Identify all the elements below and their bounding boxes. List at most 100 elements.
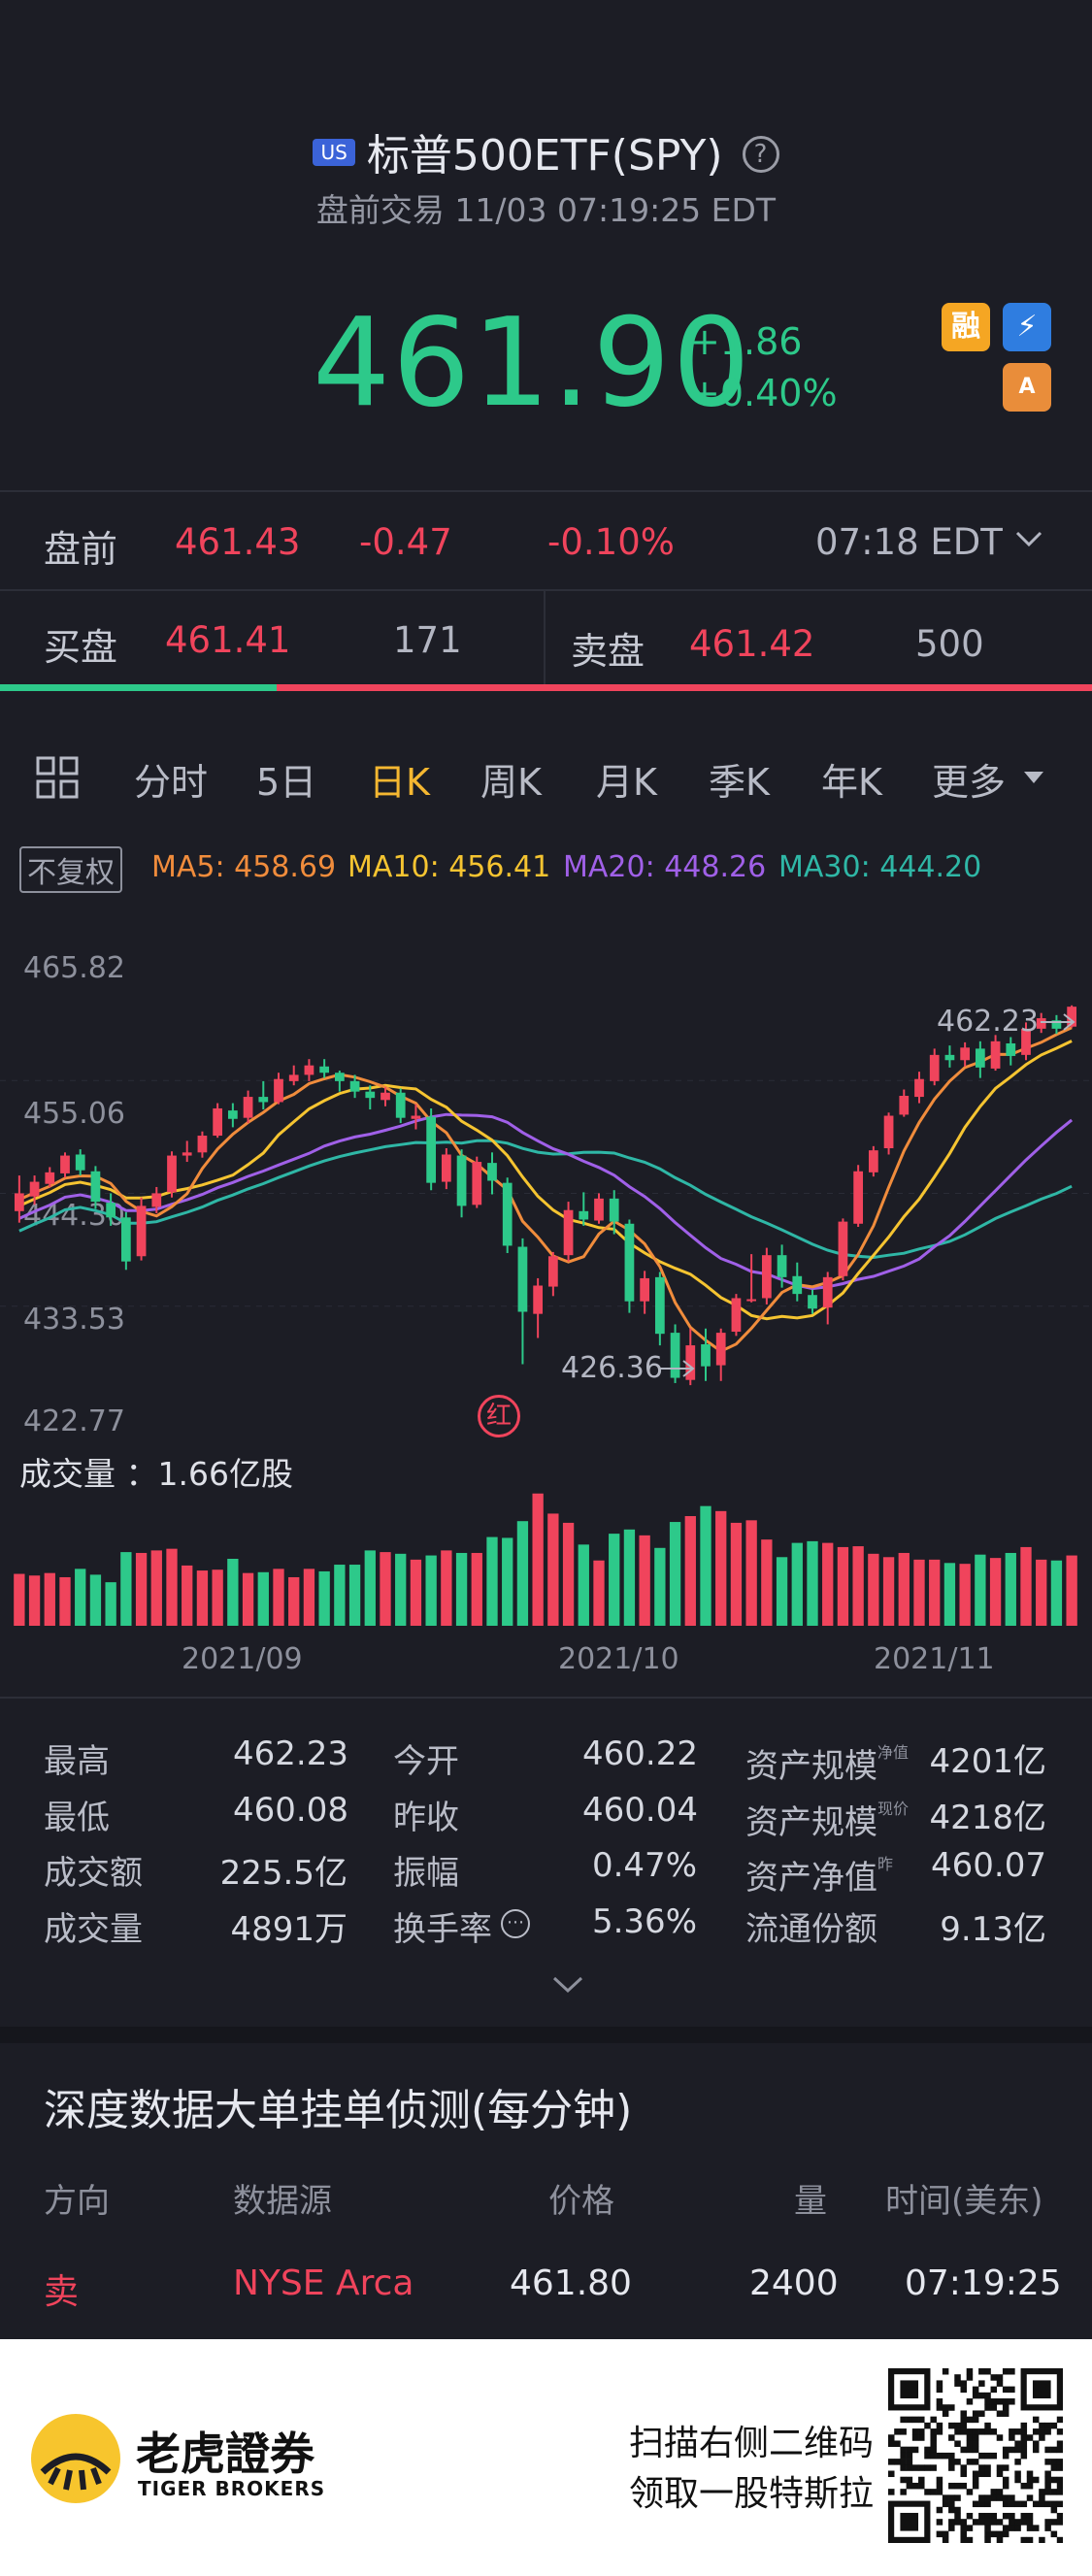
qr-module xyxy=(978,2380,985,2387)
candle-body xyxy=(685,1345,696,1380)
volume-bar xyxy=(623,1529,636,1626)
qr-module xyxy=(1026,2512,1034,2520)
qr-module xyxy=(966,2416,974,2424)
qr-module xyxy=(1050,2476,1058,2484)
candle xyxy=(1051,1014,1062,1035)
volume-bar xyxy=(547,1513,559,1626)
qr-module xyxy=(972,2470,979,2478)
layers-icon[interactable]: A xyxy=(1003,363,1051,412)
info-icon[interactable]: ⋯ xyxy=(501,1909,530,1938)
candle xyxy=(288,1065,299,1086)
market-badge: US xyxy=(313,139,355,166)
candle-body xyxy=(777,1255,787,1277)
x-tick: 2021/09 xyxy=(182,1642,303,1676)
qr-module xyxy=(948,2482,955,2490)
volume-bar xyxy=(380,1552,391,1626)
brand-name-en: TIGER BROKERS xyxy=(138,2477,326,2500)
grid-icon[interactable] xyxy=(35,755,80,800)
qr-module xyxy=(936,2386,943,2394)
volume-bar xyxy=(135,1552,148,1626)
qr-module xyxy=(942,2404,949,2411)
caret-down-icon[interactable] xyxy=(1024,772,1043,785)
candle-body xyxy=(395,1092,406,1118)
volume-bar xyxy=(593,1560,605,1626)
qr-module xyxy=(1014,2446,1021,2454)
depth-header-time: 时间(美东) xyxy=(885,2182,1043,2221)
tab-daily-k[interactable]: 日K xyxy=(369,761,430,804)
qr-module xyxy=(888,2470,895,2478)
qr-module xyxy=(924,2452,931,2460)
volume-bar xyxy=(44,1572,55,1626)
volume-bar xyxy=(364,1550,376,1626)
qr-module xyxy=(954,2506,961,2514)
adjust-toggle[interactable]: 不复权 xyxy=(19,846,122,893)
tab-monthly-k[interactable]: 月K xyxy=(596,761,657,804)
candle-body xyxy=(579,1210,589,1220)
candle-body xyxy=(868,1150,878,1172)
qr-module xyxy=(1039,2428,1045,2435)
qr-module xyxy=(1044,2476,1051,2484)
qr-module xyxy=(960,2446,967,2454)
tab-more[interactable]: 更多 xyxy=(932,761,1007,804)
volume-bar xyxy=(761,1539,773,1626)
margin-icon[interactable]: 融 xyxy=(942,303,990,351)
candle xyxy=(197,1131,208,1158)
qr-module xyxy=(984,2494,991,2501)
stat-value: 460.22 xyxy=(582,1734,698,1773)
qr-module xyxy=(888,2440,895,2447)
qr-module xyxy=(1044,2489,1051,2495)
candle-body xyxy=(120,1217,131,1262)
premarket-time[interactable]: 07:18 EDT xyxy=(815,521,1003,563)
qr-module xyxy=(1014,2470,1021,2478)
volume-bar xyxy=(943,1563,956,1626)
qr-module xyxy=(918,2476,925,2484)
help-icon[interactable]: ? xyxy=(742,136,779,173)
stat-label: 最高 xyxy=(44,1742,110,1781)
qr-module xyxy=(996,2519,1004,2526)
qr-module xyxy=(924,2489,931,2495)
candle xyxy=(746,1254,757,1303)
qr-module xyxy=(954,2422,961,2429)
qr-module xyxy=(1044,2470,1051,2478)
qr-module xyxy=(1056,2536,1063,2543)
stat-label-text: 资产规模 xyxy=(745,1803,877,1842)
qr-module xyxy=(1032,2428,1040,2435)
tab-5day[interactable]: 5日 xyxy=(256,761,317,804)
qr-module xyxy=(936,2530,943,2538)
tab-weekly-k[interactable]: 周K xyxy=(480,761,542,804)
qr-module xyxy=(984,2368,991,2375)
candle xyxy=(685,1328,696,1386)
stat-label: 流通份额 xyxy=(745,1910,877,1949)
tab-intraday[interactable]: 分时 xyxy=(134,761,209,804)
qr-module xyxy=(936,2404,943,2411)
qr-module xyxy=(948,2422,955,2429)
candle xyxy=(579,1192,589,1226)
qr-module xyxy=(978,2368,985,2375)
candlestick-chart[interactable] xyxy=(0,980,1092,1407)
qr-module xyxy=(906,2446,913,2454)
qr-module xyxy=(966,2525,974,2531)
qr-module xyxy=(990,2374,998,2381)
tab-quarterly-k[interactable]: 季K xyxy=(709,761,770,804)
expand-chevron-icon[interactable] xyxy=(551,1975,584,1995)
qr-module xyxy=(1026,2519,1034,2526)
qr-module xyxy=(996,2398,1004,2405)
chevron-down-icon[interactable] xyxy=(1014,529,1043,548)
volume-bar xyxy=(1020,1546,1032,1626)
qr-module xyxy=(972,2476,979,2484)
qr-code-icon[interactable] xyxy=(888,2368,1063,2543)
qr-module xyxy=(888,2459,895,2465)
tab-yearly-k[interactable]: 年K xyxy=(821,761,882,804)
red-marker-icon[interactable]: 红 xyxy=(478,1395,520,1437)
qr-module xyxy=(966,2374,974,2381)
qr-module xyxy=(1002,2476,1009,2484)
qr-module xyxy=(924,2446,931,2454)
candle-body xyxy=(90,1171,101,1203)
candle xyxy=(426,1107,437,1191)
qr-module xyxy=(948,2434,955,2441)
quote-header: US 标普500ETF(SPY)? 盘前交易 11/03 07:19:25 EDT… xyxy=(0,0,1092,490)
qr-module xyxy=(918,2428,925,2435)
candle xyxy=(654,1271,665,1346)
lightning-icon[interactable]: ⚡ xyxy=(1003,303,1051,351)
candle xyxy=(381,1087,390,1106)
